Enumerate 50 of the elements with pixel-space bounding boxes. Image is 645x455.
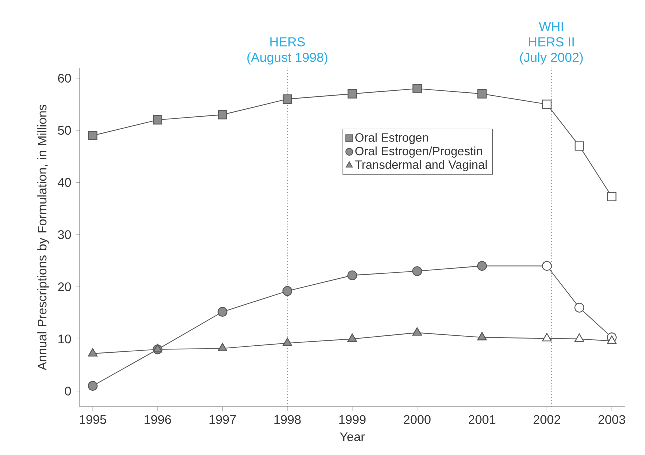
point <box>412 327 422 336</box>
point <box>478 89 487 99</box>
point <box>88 348 98 357</box>
x-tick-label: 2001 <box>468 415 496 424</box>
point <box>542 100 552 110</box>
x-tick-label: 1998 <box>274 415 301 424</box>
point <box>477 261 488 272</box>
y-tick-label: 0 <box>65 386 72 396</box>
point <box>88 131 98 140</box>
x-axis-title: Year <box>340 432 365 442</box>
legend-label: Oral Estrogen/Progestin <box>356 146 482 158</box>
point <box>574 142 584 151</box>
x-tick-label: 1997 <box>210 415 236 424</box>
point <box>88 381 98 392</box>
point <box>282 94 292 104</box>
point <box>282 286 293 296</box>
point <box>282 338 292 346</box>
x-tick-label: 2002 <box>534 415 560 424</box>
legend-label: Oral Estrogen <box>356 133 428 144</box>
legend-label: Transdermal and Vaginal <box>355 160 487 172</box>
y-tick-label: 60 <box>58 74 72 83</box>
point <box>348 270 358 281</box>
point <box>153 116 163 125</box>
ref-line-label: HERS (August 1998) <box>248 38 328 65</box>
point <box>348 334 358 342</box>
x-tick-label: 2003 <box>598 415 626 424</box>
y-tick-label: 20 <box>58 282 72 292</box>
y-tick-label: 10 <box>58 334 72 344</box>
x-tick-label: 2000 <box>404 415 431 424</box>
x-tick-label: 1996 <box>144 415 172 424</box>
point <box>218 110 228 120</box>
point <box>542 261 552 272</box>
y-axis-title: Annual Prescriptions by Formulation, in Millions <box>38 104 50 371</box>
y-tick-label: 50 <box>58 126 72 136</box>
y-tick-label: 30 <box>58 230 72 240</box>
point <box>218 307 228 318</box>
point <box>542 333 552 342</box>
y-tick-label: 40 <box>58 178 72 188</box>
point <box>218 343 228 352</box>
point <box>574 302 585 313</box>
point <box>607 192 617 202</box>
point <box>477 332 488 341</box>
point <box>412 266 422 276</box>
point <box>412 84 422 94</box>
x-tick-label: 1999 <box>340 415 366 424</box>
ref-line-label: WHI HERS II (July 2002) <box>520 22 583 65</box>
point <box>348 89 358 99</box>
point <box>607 336 617 344</box>
point <box>574 334 584 342</box>
x-tick-label: 1995 <box>80 415 106 424</box>
